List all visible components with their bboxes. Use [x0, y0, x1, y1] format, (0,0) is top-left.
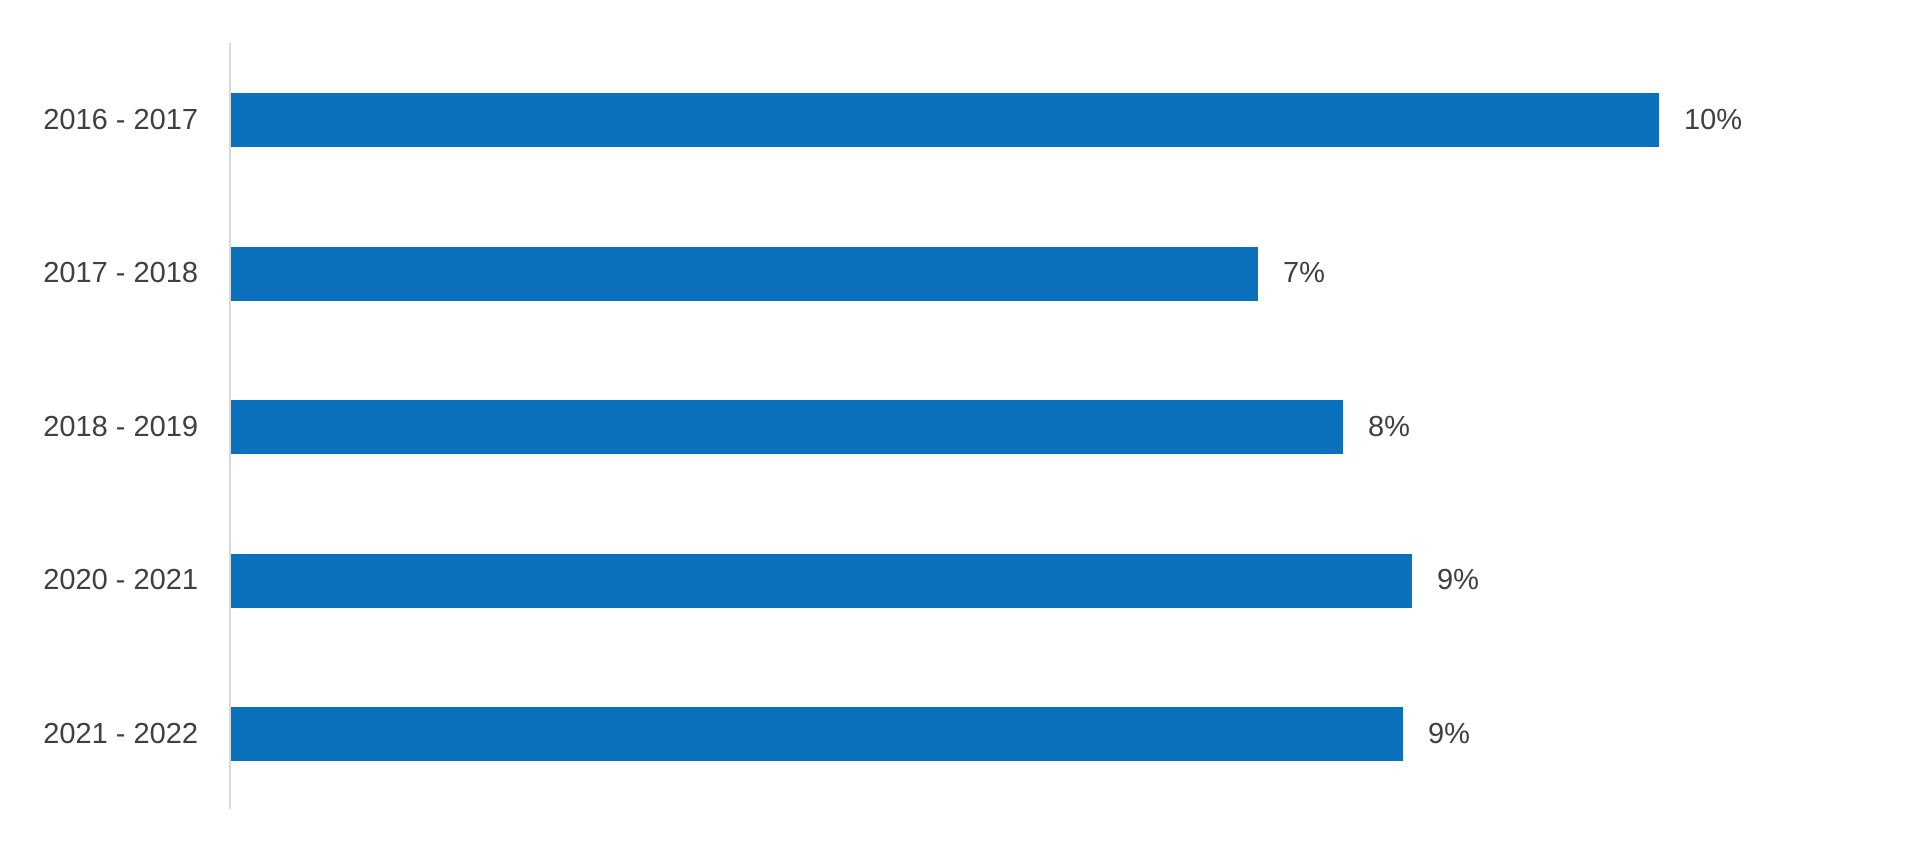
bar [231, 707, 1403, 761]
category-label: 2021 - 2022 [43, 717, 198, 750]
bar [231, 246, 1258, 301]
value-label: 9% [1428, 717, 1470, 750]
bar [231, 553, 1412, 608]
value-label: 10% [1684, 103, 1743, 136]
category-label: 2017 - 2018 [43, 257, 198, 289]
category-label: 2018 - 2019 [43, 410, 198, 443]
value-label: 7% [1283, 257, 1325, 289]
bar [231, 93, 1659, 147]
value-label: 9% [1437, 564, 1479, 596]
category-label: 2020 - 2021 [43, 564, 198, 596]
y-axis-line [229, 43, 231, 809]
category-label: 2016 - 2017 [43, 103, 198, 136]
value-label: 8% [1368, 410, 1410, 443]
bar [231, 400, 1343, 454]
